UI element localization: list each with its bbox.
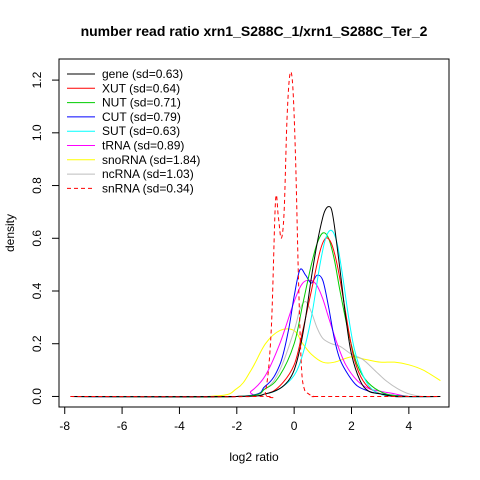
x-tick-label: 4 xyxy=(406,419,413,433)
legend-label: NUT (sd=0.71) xyxy=(102,96,181,110)
x-tick-label: 2 xyxy=(348,419,355,433)
legend-label: CUT (sd=0.79) xyxy=(102,110,181,124)
density-curve-6 xyxy=(70,328,441,398)
legend-label: XUT (sd=0.64) xyxy=(102,81,180,95)
legend-label: ncRNA (sd=1.03) xyxy=(102,167,194,181)
x-tick-label: -6 xyxy=(117,419,128,433)
density-curve-1 xyxy=(70,237,441,398)
x-tick-label: -4 xyxy=(174,419,185,433)
y-tick-label: 1.2 xyxy=(30,71,44,88)
legend-label: tRNA (sd=0.89) xyxy=(102,139,184,153)
density-curves xyxy=(70,71,441,399)
y-tick-label: 1.0 xyxy=(30,124,44,141)
y-tick-label: 0.0 xyxy=(30,388,44,405)
density-curve-8 xyxy=(70,71,441,399)
legend: gene (sd=0.63)XUT (sd=0.64)NUT (sd=0.71)… xyxy=(67,67,200,195)
x-tick-label: -2 xyxy=(231,419,242,433)
x-tick-label: -8 xyxy=(59,419,70,433)
y-tick-label: 0.6 xyxy=(30,230,44,247)
y-tick-label: 0.8 xyxy=(30,177,44,194)
density-curve-0 xyxy=(70,206,441,398)
x-axis: -8 -6 -4 -2 0 2 4 xyxy=(59,406,413,433)
x-tick-label: 0 xyxy=(291,419,298,433)
chart-title: number read ratio xrn1_S288C_1/xrn1_S288… xyxy=(81,23,428,39)
y-tick-label: 0.2 xyxy=(30,335,44,352)
density-curve-4 xyxy=(70,229,441,398)
x-axis-label: log2 ratio xyxy=(229,450,279,464)
y-tick-label: 0.4 xyxy=(30,282,44,299)
density-curve-3 xyxy=(70,268,441,398)
density-curve-7 xyxy=(70,301,441,398)
density-curve-2 xyxy=(70,232,441,398)
y-axis-label: density xyxy=(3,214,17,252)
legend-label: SUT (sd=0.63) xyxy=(102,124,180,138)
legend-label: snRNA (sd=0.34) xyxy=(102,181,194,195)
y-axis: 0.0 0.2 0.4 0.6 0.8 1.0 1.2 xyxy=(30,71,60,405)
legend-label: gene (sd=0.63) xyxy=(102,67,183,81)
legend-label: snoRNA (sd=1.84) xyxy=(102,153,200,167)
